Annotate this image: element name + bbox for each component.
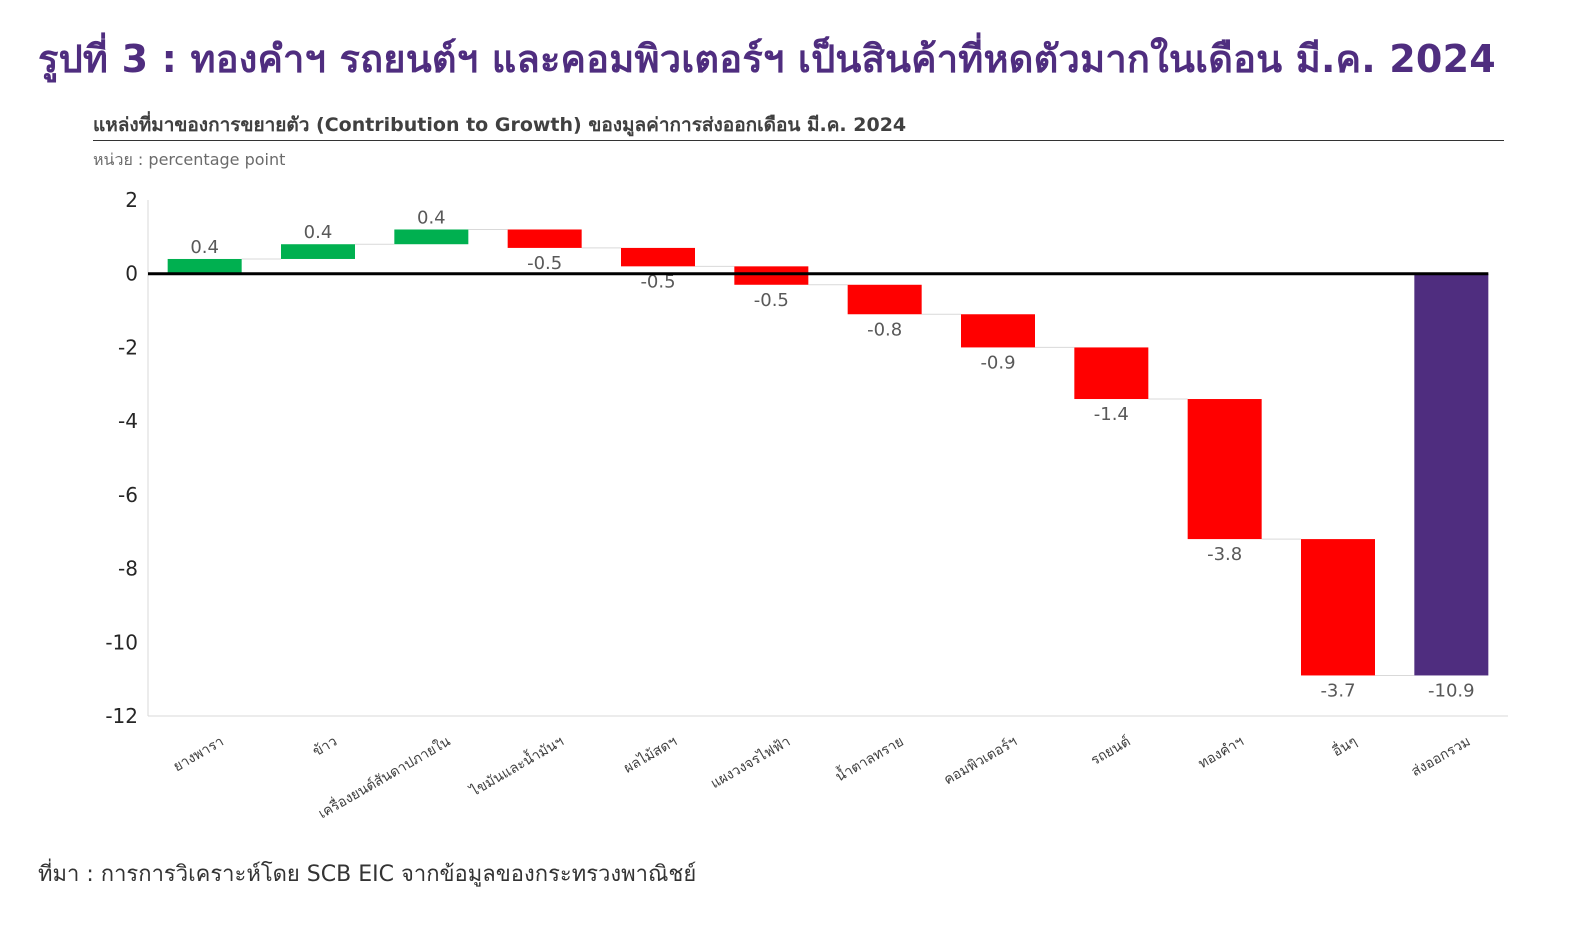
source-note: ที่มา : การการวิเคราะห์โดย SCB EIC จากข้… <box>38 862 697 887</box>
y-tick-label: -6 <box>118 483 138 507</box>
x-category-label: ผลไม้สดฯ <box>621 733 680 777</box>
bar-1 <box>167 258 242 274</box>
bar-2 <box>281 244 355 259</box>
x-category-label: ไขมันและน้ำมันฯ <box>466 731 567 800</box>
figure-title: รูปที่ 3 : ทองคำฯ รถยนต์ฯ และคอมพิวเตอร์… <box>38 37 1496 81</box>
bar-8 <box>961 314 1035 348</box>
data-label: -1.4 <box>1094 404 1129 425</box>
bar-3 <box>394 229 469 245</box>
data-label: -0.9 <box>980 352 1015 373</box>
x-category-label: ยางพารา <box>171 734 227 776</box>
title-divider <box>93 140 1504 141</box>
data-label: -0.8 <box>867 319 902 340</box>
bar-5 <box>621 247 695 267</box>
x-category-label: น้ำตาลทราย <box>832 731 907 785</box>
x-category-label: แผงวงจรไฟฟ้า <box>708 733 794 792</box>
x-category-label: ข้าว <box>310 734 340 761</box>
data-label: 0.4 <box>417 207 446 228</box>
y-tick-label: -8 <box>118 557 138 581</box>
data-label: 0.4 <box>190 237 219 258</box>
y-tick-label: 0 <box>125 262 138 286</box>
x-category-label: ทองคำฯ <box>1196 734 1247 773</box>
bar-11 <box>1301 539 1375 676</box>
chart-title: แหล่งที่มาของการขยายตัว (Contribution to… <box>93 114 907 136</box>
data-label: -3.7 <box>1320 680 1355 701</box>
unit-label: หน่วย : percentage point <box>93 150 286 169</box>
data-label: -10.9 <box>1428 680 1475 701</box>
bar-7 <box>847 284 922 315</box>
y-tick-label: -4 <box>118 409 138 433</box>
y-tick-label: -10 <box>105 630 138 654</box>
x-category-label: รถยนต์ <box>1088 733 1134 769</box>
y-tick-label: 2 <box>125 188 138 212</box>
x-category-label: อื่นๆ <box>1329 732 1360 760</box>
data-label: -0.5 <box>527 253 562 274</box>
x-category-label: ส่งออกรวม <box>1409 734 1474 781</box>
y-tick-label: -2 <box>118 335 138 359</box>
bar-12 <box>1414 273 1489 676</box>
bar-4 <box>507 229 582 248</box>
data-label: -3.8 <box>1207 544 1242 565</box>
data-label: -0.5 <box>640 271 675 292</box>
data-label: -0.5 <box>754 290 789 311</box>
bar-10 <box>1187 399 1262 540</box>
y-tick-label: -12 <box>105 704 138 728</box>
bar-9 <box>1074 347 1149 400</box>
x-category-label: คอมพิวเตอร์ฯ <box>941 733 1020 789</box>
bar-6 <box>734 266 809 285</box>
data-label: 0.4 <box>304 222 333 243</box>
